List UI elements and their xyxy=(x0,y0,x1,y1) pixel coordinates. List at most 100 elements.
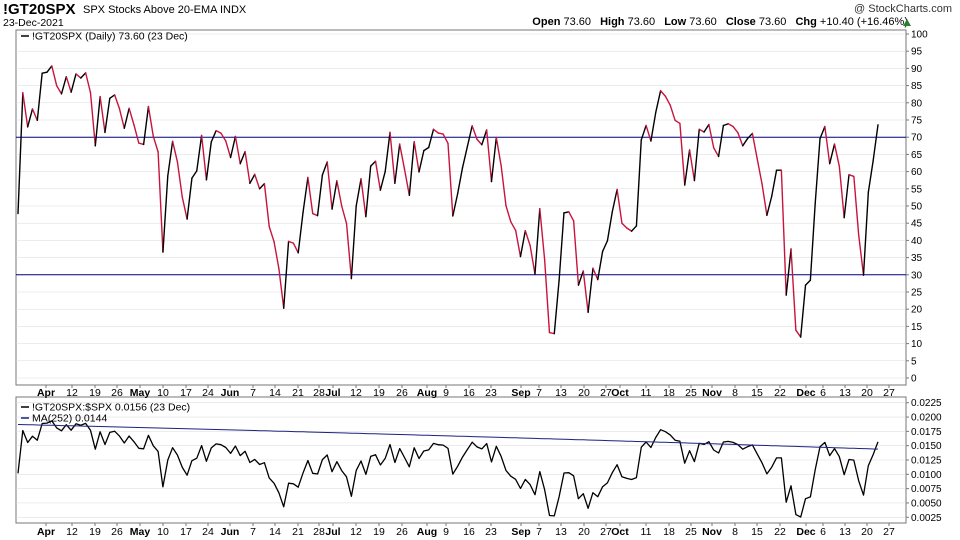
series-segment xyxy=(263,182,270,228)
close-value: 73.60 xyxy=(758,16,787,28)
series-segment xyxy=(481,129,488,146)
series-segment xyxy=(31,108,39,122)
x-tick-label: Aug xyxy=(417,526,437,538)
series-segment xyxy=(283,240,290,309)
series-segment xyxy=(630,225,638,232)
y-tick-label: 60 xyxy=(911,167,923,178)
x-tick-label: 21 xyxy=(292,387,304,399)
x-tick-label: 24 xyxy=(202,526,214,538)
x-tick-label: Apr xyxy=(37,526,55,538)
series-segment xyxy=(220,132,227,142)
series-segment xyxy=(99,95,106,134)
series-segment xyxy=(519,230,527,258)
series-segment xyxy=(558,212,565,281)
x-tick-label: 27 xyxy=(883,526,895,538)
series-segment xyxy=(60,75,68,95)
series-segment xyxy=(239,150,246,165)
series-segment xyxy=(292,242,299,254)
x-tick-label: 8 xyxy=(732,526,738,538)
series-segment xyxy=(200,134,208,181)
x-tick-label: 14 xyxy=(269,526,281,538)
series-segment xyxy=(495,136,502,167)
x-tick-label: Nov xyxy=(702,526,722,538)
series-segment xyxy=(505,204,512,223)
series-segment xyxy=(181,196,188,220)
x-tick-label: 28 xyxy=(313,387,325,399)
series-segment xyxy=(698,128,705,133)
series-segment xyxy=(369,160,377,167)
series-segment xyxy=(268,225,275,243)
x-tick-label: 7 xyxy=(536,387,542,399)
y-tick-label: 0.0175 xyxy=(911,427,942,438)
series-segment xyxy=(278,267,285,309)
series-segment xyxy=(606,211,613,242)
series-segment xyxy=(597,250,604,281)
x-tick-label: 19 xyxy=(89,526,101,538)
x-tick-label: 11 xyxy=(641,387,652,399)
series-segment xyxy=(55,84,63,95)
chg-value: +10.40 (+16.46%) xyxy=(819,16,908,28)
series-segment xyxy=(128,107,135,126)
series-segment xyxy=(205,141,212,181)
x-tick-label: 22 xyxy=(774,387,786,399)
series-segment xyxy=(857,234,865,276)
y-tick-label: 90 xyxy=(911,64,923,75)
series-segment xyxy=(423,146,430,152)
x-tick-label: Nov xyxy=(702,387,722,399)
series-segment xyxy=(601,240,609,253)
x-tick-label: 14 xyxy=(269,387,281,399)
x-tick-label: 19 xyxy=(373,387,385,399)
series-segment xyxy=(26,108,34,128)
series-segment xyxy=(867,159,874,193)
series-segment xyxy=(645,124,652,142)
top-panel-frame xyxy=(15,29,907,386)
x-tick-label: Jun xyxy=(221,526,240,538)
series-segment xyxy=(350,205,357,280)
x-tick-label: 17 xyxy=(180,387,192,399)
series-segment xyxy=(708,123,715,149)
symbol-description: SPX Stocks Above 20-EMA INDX xyxy=(83,4,247,16)
series-segment xyxy=(254,173,261,190)
x-tick-label: 20 xyxy=(861,526,873,538)
x-tick-label: 22 xyxy=(774,526,786,538)
series-segment xyxy=(684,149,691,186)
x-tick-label: 7 xyxy=(536,526,542,538)
copyright-text: @ StockCharts.com xyxy=(854,3,952,15)
ma-line xyxy=(17,424,879,450)
series-segment xyxy=(51,65,58,87)
y-tick-label: 50 xyxy=(911,202,923,213)
series-segment xyxy=(655,90,662,114)
series-segment xyxy=(210,129,217,143)
series-segment xyxy=(582,270,589,313)
series-segment xyxy=(46,65,53,73)
x-tick-label: 27 xyxy=(883,387,895,399)
series-segment xyxy=(437,132,444,135)
series-segment xyxy=(780,169,787,296)
series-segment xyxy=(345,222,353,280)
x-tick-label: Apr xyxy=(37,387,55,399)
x-tick-label: 20 xyxy=(578,387,590,399)
x-tick-label: Sep xyxy=(511,526,530,538)
series-segment xyxy=(626,227,633,232)
series-segment xyxy=(355,178,362,207)
x-tick-label: 12 xyxy=(66,387,78,399)
series-segment xyxy=(215,129,222,134)
x-tick-label: 13 xyxy=(555,526,567,538)
series-segment xyxy=(326,161,333,210)
x-tick-label: Oct xyxy=(611,387,629,399)
x-tick-label: 27 xyxy=(600,526,612,538)
series-segment xyxy=(413,140,420,173)
series-segment xyxy=(790,248,797,331)
series-segment xyxy=(809,202,816,282)
series-segment xyxy=(471,125,478,140)
series-segment xyxy=(41,71,48,74)
series-segment xyxy=(635,139,642,227)
ratio-series-line xyxy=(17,420,879,518)
x-tick-label: 11 xyxy=(641,526,652,538)
y-tick-label: 25 xyxy=(911,288,923,299)
series-segment xyxy=(529,244,536,275)
y-tick-label: 95 xyxy=(911,47,923,58)
series-segment xyxy=(123,107,130,129)
series-segment xyxy=(659,90,667,97)
